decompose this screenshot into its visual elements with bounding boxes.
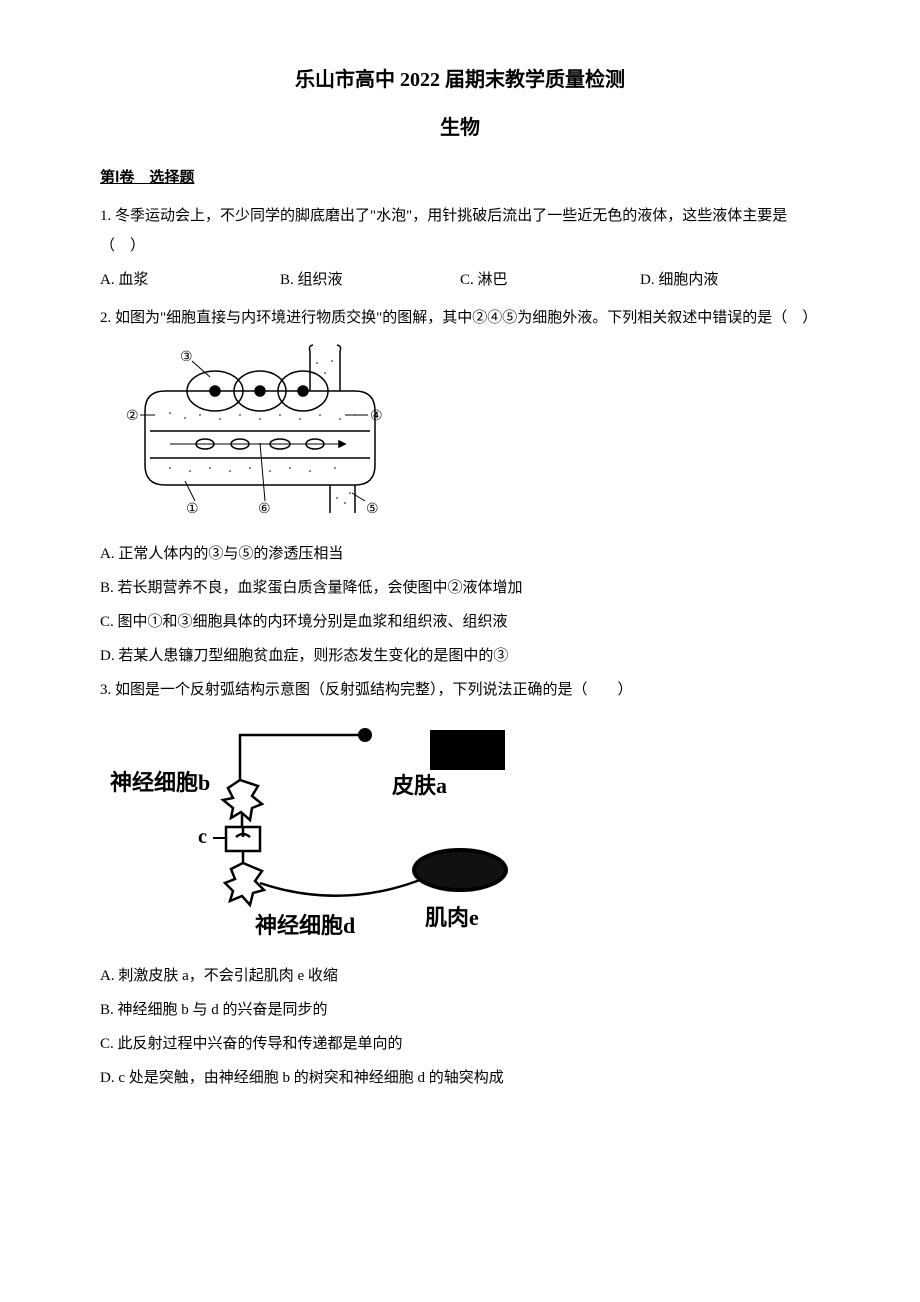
q3-option-b: B. 神经细胞 b 与 d 的兴奋是同步的 bbox=[100, 995, 820, 1025]
q2-option-a: A. 正常人体内的③与⑤的渗透压相当 bbox=[100, 539, 820, 569]
fig3-label-muscle: 肌肉e bbox=[425, 905, 479, 930]
q2-option-c: C. 图中①和③细胞具体的内环境分别是血浆和组织液、组织液 bbox=[100, 607, 820, 637]
fig3-label-nb: 神经细胞b bbox=[110, 770, 210, 795]
figure-2: ③ ② ④ ① ⑥ ⑤ bbox=[110, 343, 820, 529]
fig3-label-c: c bbox=[198, 826, 207, 848]
q1-option-b: B. 组织液 bbox=[280, 265, 460, 295]
q2-option-b: B. 若长期营养不良，血浆蛋白质含量降低，会使图中②液体增加 bbox=[100, 573, 820, 603]
fig2-label-3: ③ bbox=[180, 350, 193, 365]
section-header: 第Ⅰ卷 选择题 bbox=[100, 163, 820, 193]
q1-option-c: C. 淋巴 bbox=[460, 265, 640, 295]
page-subtitle: 生物 bbox=[100, 108, 820, 148]
question-2-stem: 2. 如图为"细胞直接与内环境进行物质交换"的图解，其中②④⑤为细胞外液。下列相… bbox=[100, 303, 820, 333]
question-1-stem: 1. 冬季运动会上，不少同学的脚底磨出了"水泡"，用针挑破后流出了一些近无色的液… bbox=[100, 201, 820, 261]
q1-option-d: D. 细胞内液 bbox=[640, 265, 820, 295]
muscle-icon bbox=[412, 848, 508, 892]
q3-option-d: D. c 处是突触，由神经细胞 b 的树突和神经细胞 d 的轴突构成 bbox=[100, 1063, 820, 1093]
figure-3: 神经细胞b 皮肤a c 神经细胞d 肌肉e bbox=[110, 715, 820, 951]
page-title: 乐山市高中 2022 届期末教学质量检测 bbox=[100, 60, 820, 100]
fig2-label-5: ⑤ bbox=[366, 502, 379, 517]
question-1-options: A. 血浆 B. 组织液 C. 淋巴 D. 细胞内液 bbox=[100, 265, 820, 295]
fig2-label-1: ① bbox=[186, 502, 199, 517]
q3-option-a: A. 刺激皮肤 a，不会引起肌肉 e 收缩 bbox=[100, 961, 820, 991]
question-3-stem: 3. 如图是一个反射弧结构示意图（反射弧结构完整），下列说法正确的是（ ） bbox=[100, 675, 820, 705]
fig3-label-skin: 皮肤a bbox=[392, 773, 447, 798]
fig3-label-nd: 神经细胞d bbox=[255, 913, 355, 938]
q2-option-d: D. 若某人患镰刀型细胞贫血症，则形态发生变化的是图中的③ bbox=[100, 641, 820, 671]
skin-icon bbox=[430, 730, 505, 770]
q3-option-c: C. 此反射过程中兴奋的传导和传递都是单向的 bbox=[100, 1029, 820, 1059]
fig2-label-2: ② bbox=[126, 409, 139, 424]
fig2-label-4: ④ bbox=[370, 409, 383, 424]
fig2-label-6: ⑥ bbox=[258, 502, 271, 517]
q1-option-a: A. 血浆 bbox=[100, 265, 280, 295]
